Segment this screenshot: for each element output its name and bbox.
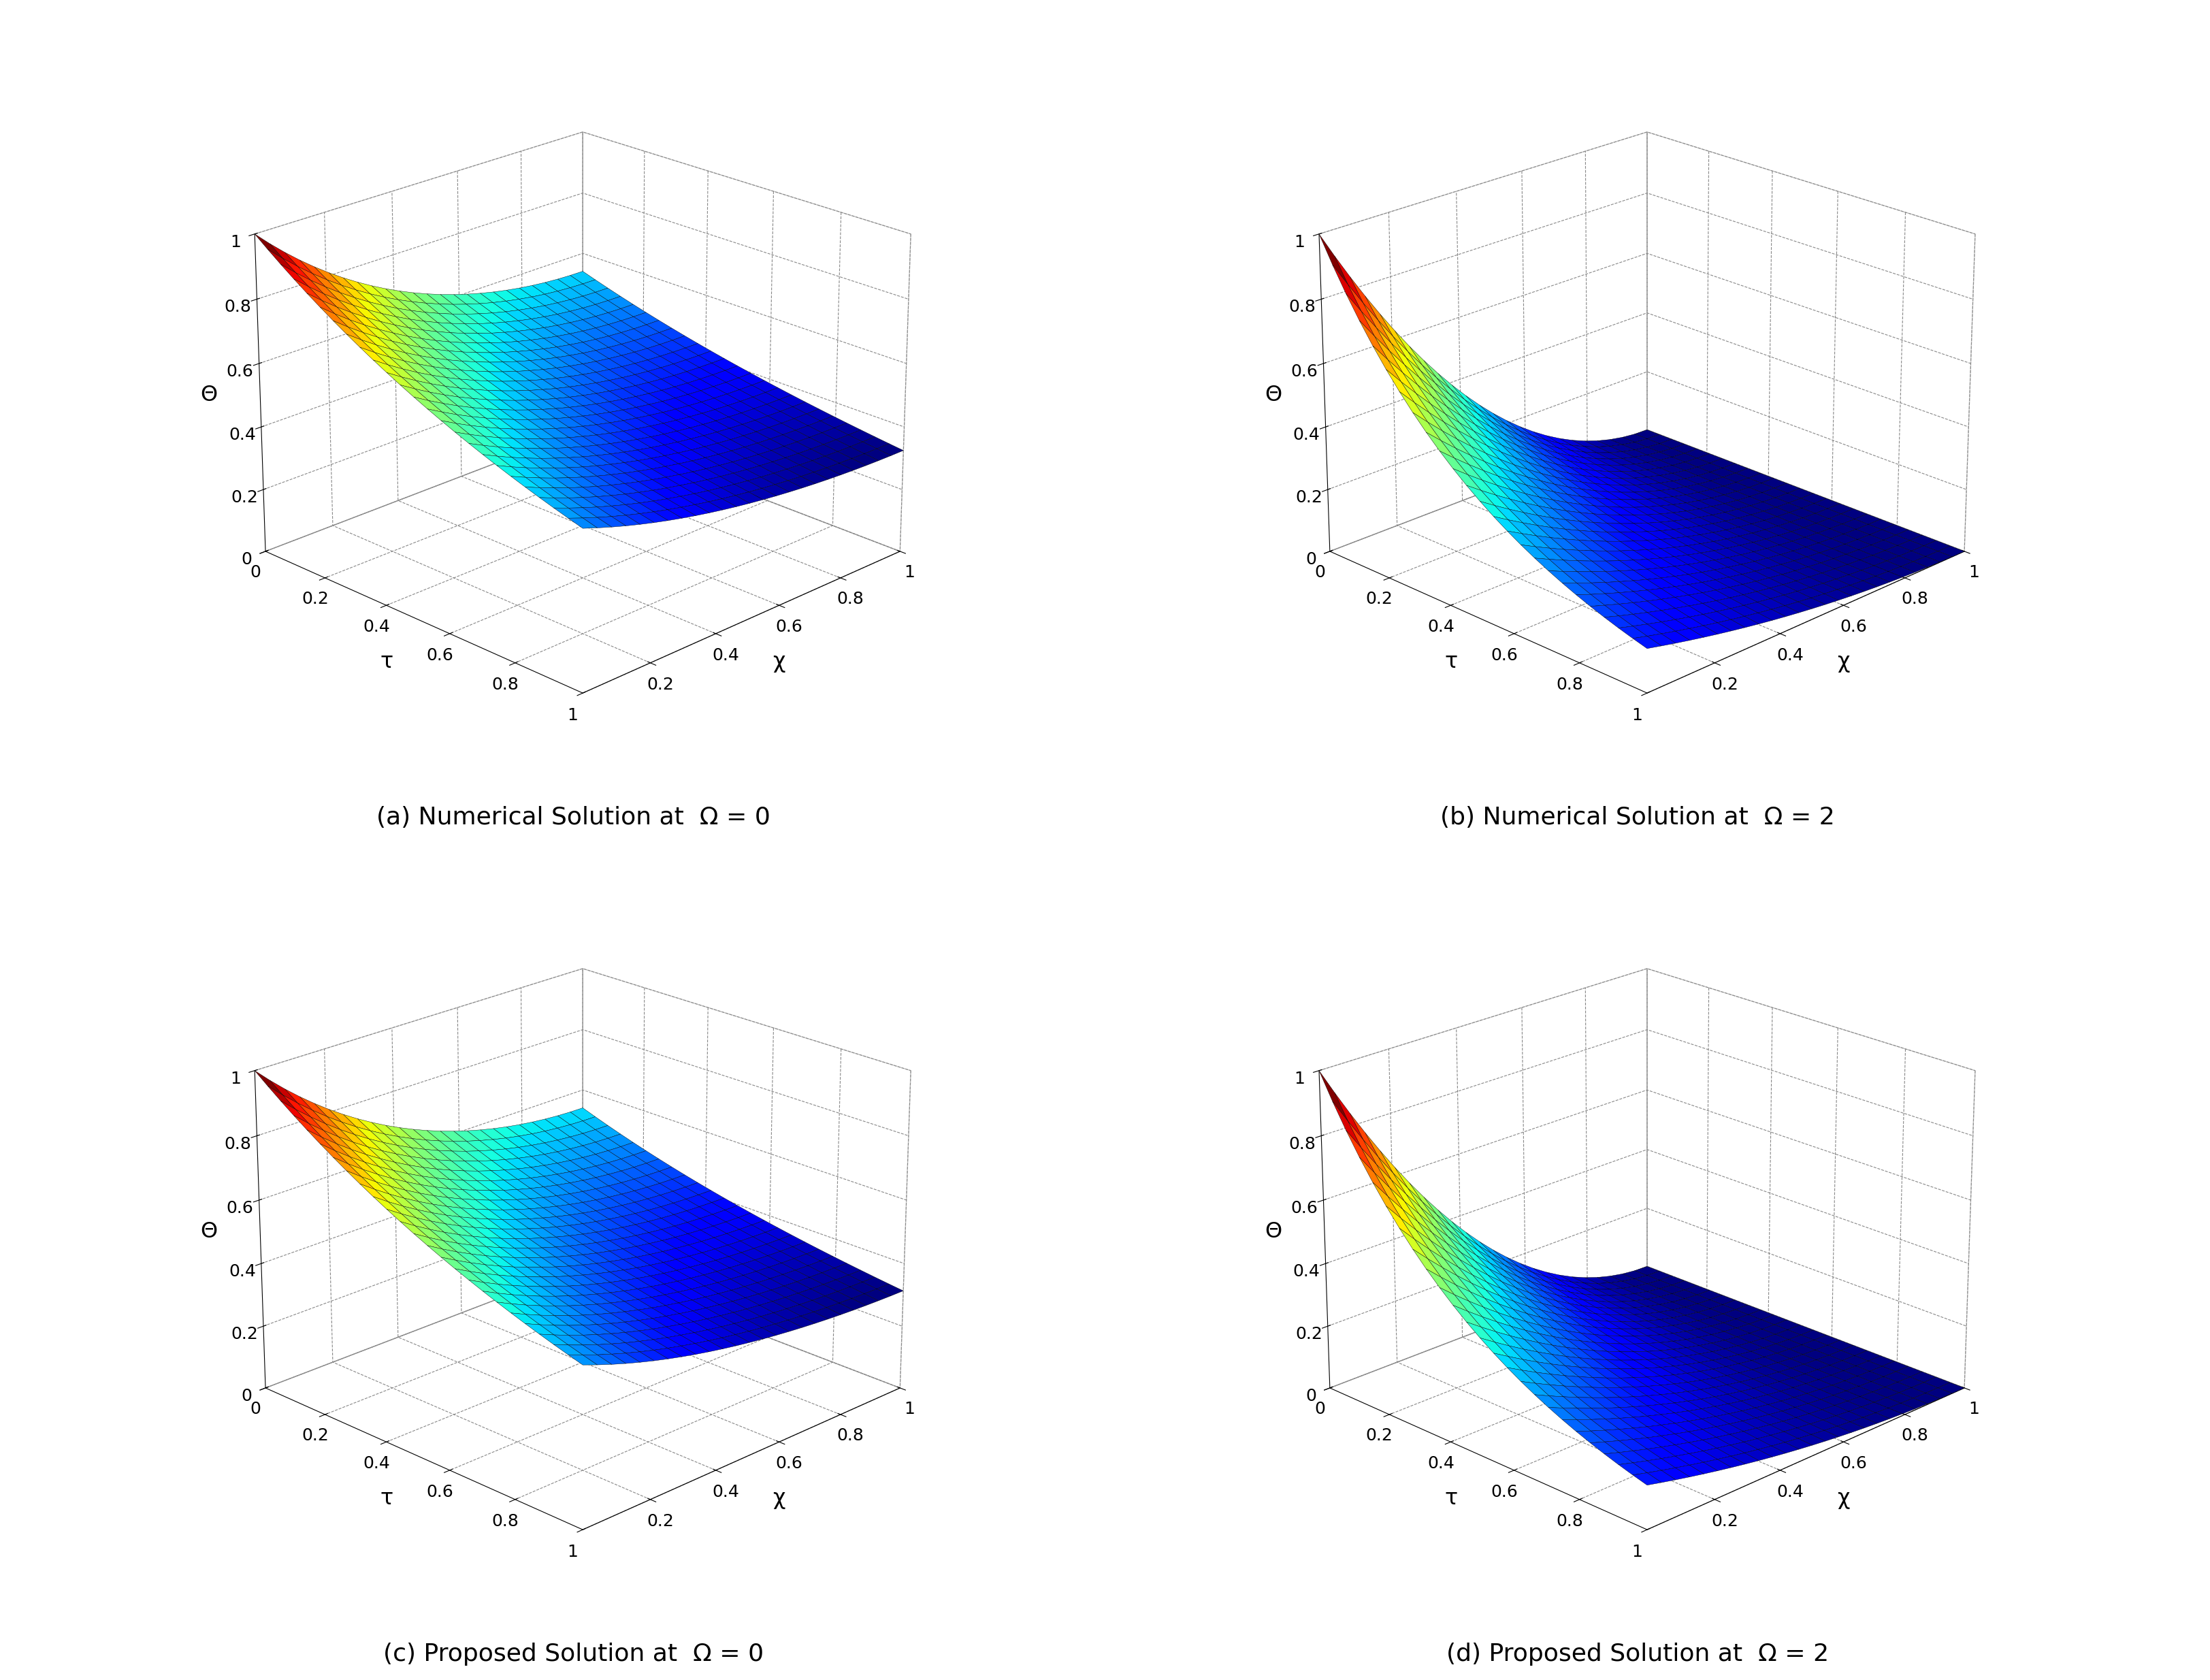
Y-axis label: τ: τ — [1443, 1488, 1456, 1509]
Title: (a) Numerical Solution at  Ω = 0: (a) Numerical Solution at Ω = 0 — [376, 806, 769, 830]
Title: (d) Proposed Solution at  Ω = 2: (d) Proposed Solution at Ω = 2 — [1445, 1643, 1828, 1667]
Title: (c) Proposed Solution at  Ω = 0: (c) Proposed Solution at Ω = 0 — [382, 1643, 762, 1667]
X-axis label: χ: χ — [1837, 652, 1850, 672]
Y-axis label: τ: τ — [380, 1488, 393, 1509]
Title: (b) Numerical Solution at  Ω = 2: (b) Numerical Solution at Ω = 2 — [1439, 806, 1834, 830]
Y-axis label: τ: τ — [380, 652, 393, 672]
X-axis label: χ: χ — [1837, 1488, 1850, 1509]
X-axis label: χ: χ — [773, 1488, 785, 1509]
X-axis label: χ: χ — [773, 652, 785, 672]
Y-axis label: τ: τ — [1443, 652, 1456, 672]
